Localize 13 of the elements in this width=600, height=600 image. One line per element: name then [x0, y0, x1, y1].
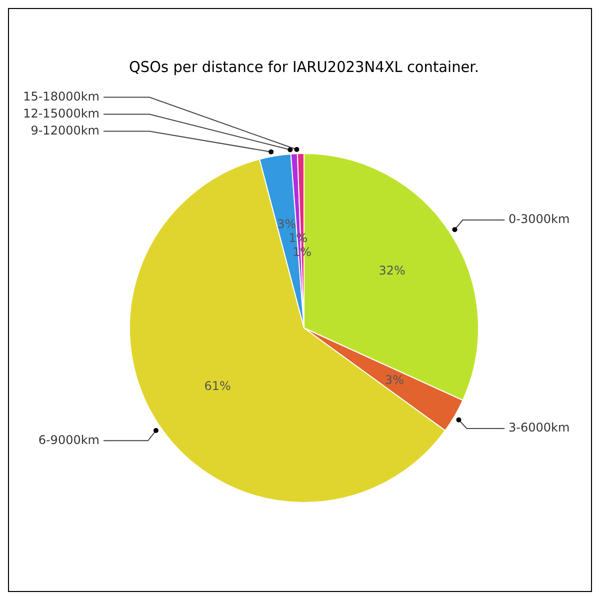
slice-label: 12-15000km — [23, 106, 100, 120]
data-label: 3% — [384, 372, 404, 387]
slice-label: 9-12000km — [30, 123, 100, 138]
data-label: 1% — [292, 244, 312, 259]
slice-label: 6-9000km — [38, 432, 100, 447]
slice-label: 15-18000km — [23, 89, 100, 104]
slice-label: 3-6000km — [508, 420, 570, 435]
data-label: 1% — [288, 230, 308, 245]
data-label: 3% — [277, 216, 296, 231]
data-label: 61% — [204, 379, 231, 394]
data-label: 32% — [378, 263, 406, 278]
slice-label: 0-3000km — [508, 212, 570, 226]
chart-title: QSOs per distance for IARU2023N4XL container. — [129, 58, 479, 76]
